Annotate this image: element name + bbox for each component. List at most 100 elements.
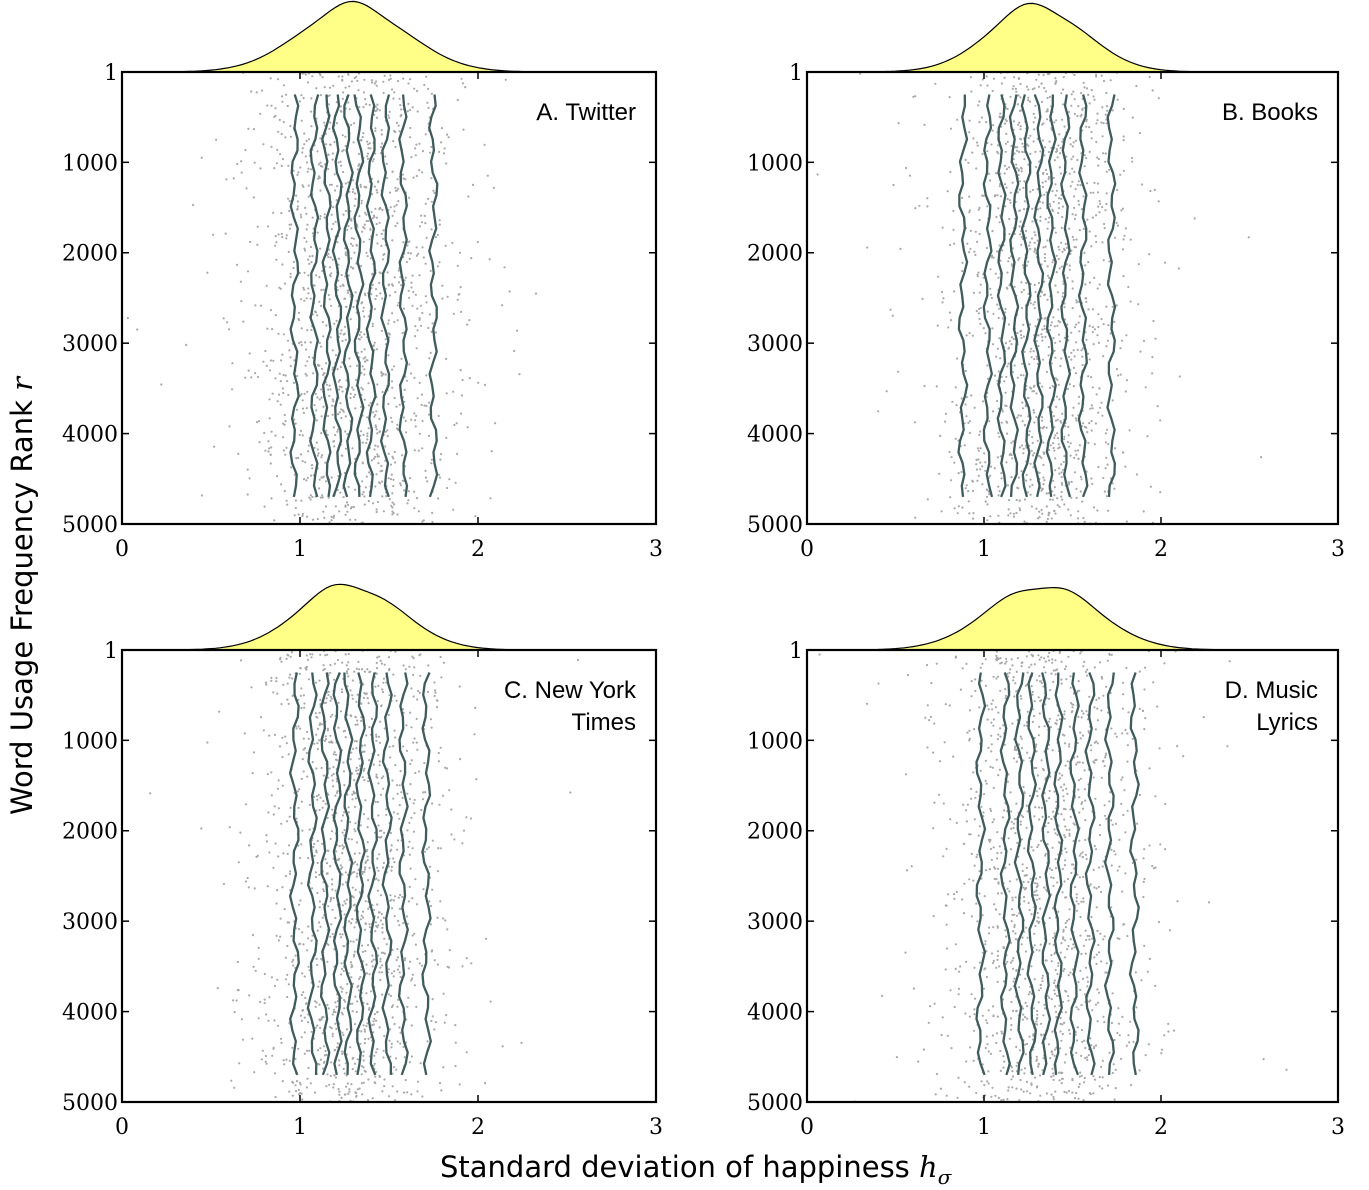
scatter-point xyxy=(403,1056,406,1059)
scatter-point xyxy=(345,1028,349,1031)
x-tick-label: 0 xyxy=(115,1115,129,1140)
scatter-point xyxy=(308,969,311,972)
scatter-point xyxy=(299,694,302,698)
y-tick-label: 1 xyxy=(789,61,803,86)
scatter-point xyxy=(309,494,312,497)
scatter-point xyxy=(272,359,275,362)
scatter-point xyxy=(949,170,952,174)
scatter-point xyxy=(274,1096,277,1099)
scatter-point xyxy=(318,808,321,812)
scatter-point xyxy=(1124,872,1127,875)
scatter-point xyxy=(307,195,310,198)
scatter-point xyxy=(346,510,349,513)
scatter-point xyxy=(1157,97,1160,100)
scatter-point xyxy=(985,75,988,78)
scatter-point xyxy=(1067,355,1071,358)
scatter-point xyxy=(404,957,407,960)
scatter-point xyxy=(1103,764,1106,768)
scatter-point xyxy=(1063,125,1066,128)
scatter-point xyxy=(1036,911,1039,915)
scatter-point xyxy=(340,1096,343,1099)
scatter-point xyxy=(998,307,1001,310)
scatter-point xyxy=(1028,794,1032,797)
scatter-point xyxy=(1013,152,1016,155)
scatter-point xyxy=(1054,284,1057,287)
scatter-point xyxy=(1016,841,1019,845)
contour-line xyxy=(306,672,318,1075)
scatter-point xyxy=(981,483,984,486)
scatter-point xyxy=(1007,514,1010,517)
scatter-point xyxy=(1096,334,1099,337)
scatter-point xyxy=(246,876,249,880)
scatter-point xyxy=(390,869,393,872)
scatter-point xyxy=(230,388,234,391)
scatter-point xyxy=(1007,323,1011,326)
scatter-point xyxy=(923,384,926,388)
scatter-point xyxy=(408,108,412,112)
scatter-point xyxy=(971,151,974,154)
scatter-point xyxy=(1124,390,1127,393)
scatter-point xyxy=(1079,915,1082,919)
scatter-point xyxy=(1070,480,1073,483)
scatter-point xyxy=(254,372,257,375)
scatter-point xyxy=(336,1046,339,1049)
scatter-point xyxy=(373,1062,376,1065)
scatter-point xyxy=(1048,996,1051,999)
scatter-point xyxy=(974,997,977,1000)
scatter-point xyxy=(1092,191,1095,194)
scatter-point xyxy=(459,286,462,289)
scatter-point xyxy=(1006,107,1009,111)
panel-label-line: C. New York xyxy=(504,677,637,704)
scatter-point xyxy=(1075,419,1078,422)
scatter-point xyxy=(389,1055,392,1058)
scatter-point xyxy=(396,839,400,842)
scatter-point xyxy=(381,964,384,967)
scatter-point xyxy=(1159,491,1162,494)
scatter-point xyxy=(280,822,283,825)
scatter-point xyxy=(302,694,305,697)
contour-line xyxy=(996,94,1007,498)
scatter-point xyxy=(363,779,366,782)
scatter-point xyxy=(1070,947,1074,950)
scatter-point xyxy=(268,851,271,854)
scatter-point xyxy=(373,307,376,311)
scatter-point xyxy=(310,261,313,264)
scatter-point xyxy=(374,426,378,429)
scatter-point xyxy=(1031,690,1034,694)
scatter-point xyxy=(344,135,347,138)
scatter-point xyxy=(1093,181,1096,184)
y-tick-label: 2000 xyxy=(62,820,118,845)
scatter-point xyxy=(352,955,356,958)
scatter-point xyxy=(1052,442,1055,445)
scatter-point xyxy=(1067,481,1070,484)
scatter-point xyxy=(300,94,303,97)
scatter-point xyxy=(1091,482,1094,485)
scatter-point xyxy=(1100,401,1103,404)
scatter-point xyxy=(1095,75,1098,78)
scatter-point xyxy=(1053,486,1056,489)
scatter-point xyxy=(357,337,360,340)
scatter-point xyxy=(342,170,345,174)
scatter-point xyxy=(344,447,347,450)
x-tick-label: 1 xyxy=(293,1115,307,1140)
scatter-point xyxy=(393,861,396,864)
scatter-point xyxy=(1059,172,1063,175)
contour-line xyxy=(1077,94,1089,498)
scatter-point xyxy=(1100,1065,1103,1068)
scatter-point xyxy=(1057,211,1060,215)
scatter-point xyxy=(360,302,363,305)
scatter-point xyxy=(1043,154,1046,157)
scatter-point xyxy=(313,404,316,407)
scatter-point xyxy=(1046,108,1049,111)
scatter-point xyxy=(266,773,269,776)
scatter-point xyxy=(346,289,349,292)
scatter-point xyxy=(977,104,980,107)
scatter-point xyxy=(252,965,255,968)
scatter-point xyxy=(949,319,953,322)
scatter-point xyxy=(453,423,456,427)
scatter-point xyxy=(305,161,309,164)
scatter-point xyxy=(361,870,364,874)
x-tick-label: 2 xyxy=(1154,537,1168,562)
scatter-point xyxy=(280,483,283,486)
scatter-point xyxy=(1077,105,1080,108)
